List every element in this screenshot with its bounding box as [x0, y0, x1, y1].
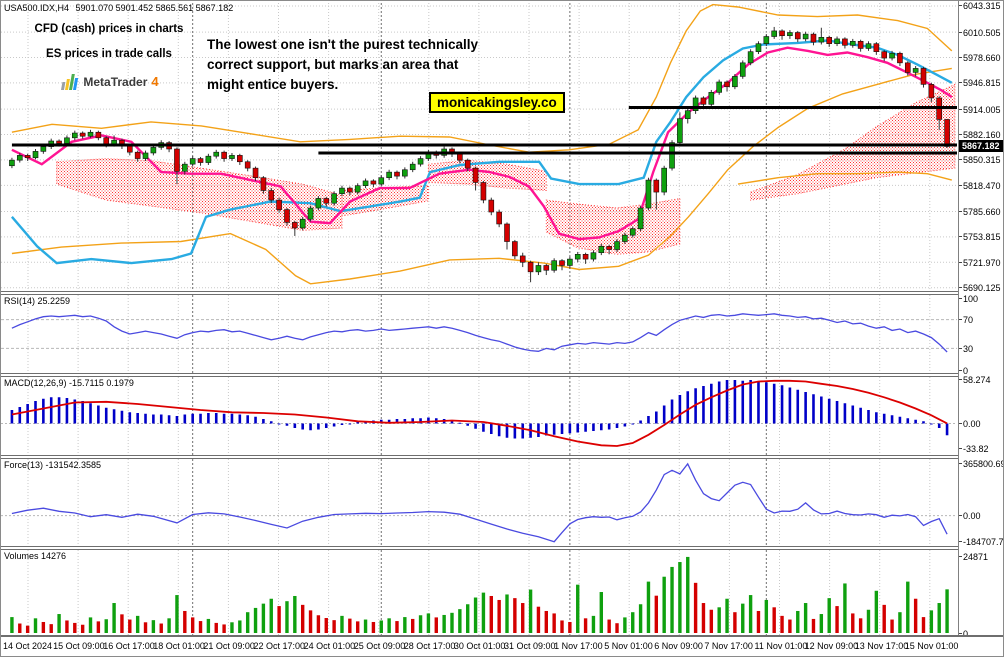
- watermark-badge: monicakingsley.co: [429, 92, 565, 113]
- axis-label: 70: [958, 315, 974, 326]
- note-text: The lowest one isn't the purest technica…: [207, 37, 479, 92]
- axis-label: 5753.815: [959, 232, 1001, 243]
- volumes-label: Volumes 14276: [4, 551, 67, 561]
- time-axis-label: 14 Oct 2024: [3, 641, 53, 651]
- axis-label: 5721.970: [959, 257, 1001, 268]
- time-axis-label: 22 Oct 17:00: [253, 641, 306, 651]
- volumes-canvas[interactable]: [1, 550, 957, 635]
- brand-number: 4: [151, 74, 159, 89]
- time-axis-label: 16 Oct 17:00: [103, 641, 155, 651]
- info-line-2: ES prices in trade calls: [46, 48, 172, 60]
- macd-canvas[interactable]: [1, 377, 957, 455]
- metatrader-brand: MetaTrader 4: [19, 73, 199, 90]
- time-axis-label: 28 Oct 17:00: [403, 641, 456, 651]
- time-axis-label: 7 Nov 17:00: [704, 641, 753, 651]
- time-axis-label: 30 Oct 01:00: [453, 641, 506, 651]
- panel-separator[interactable]: [1, 291, 958, 295]
- panel-separator[interactable]: [1, 373, 958, 377]
- rsi-label: RSI(14) 25.2259: [4, 296, 71, 306]
- rsi-panel[interactable]: RSI(14) 25.2259: [1, 295, 958, 373]
- axis-label: 58.274: [959, 375, 991, 386]
- metatrader-logo-icon: [61, 74, 79, 90]
- axis-label: 100: [958, 293, 979, 304]
- brand-text: MetaTrader: [83, 74, 148, 89]
- macd-label: MACD(12,26,9) -15.7115 0.1979: [4, 378, 134, 388]
- ohlc-values: 5901.070 5901.452 5865.561 5867.182: [75, 3, 234, 13]
- axis-label: 5850.315: [959, 155, 1001, 166]
- time-axis-label: 21 Oct 09:00: [203, 641, 255, 651]
- panel-separator[interactable]: [1, 546, 958, 550]
- time-axis[interactable]: 14 Oct 2024 15 Oct 09:00 16 Oct 17:00 18 Oc…: [1, 635, 1003, 656]
- axis-label: 0: [958, 365, 969, 376]
- time-axis-label: 6 Nov 09:00: [654, 641, 703, 651]
- info-line-1: CFD (cash) prices in charts: [34, 23, 184, 35]
- axis-label: -184707.78: [959, 537, 1003, 547]
- time-axis-label: 25 Oct 09:00: [353, 641, 406, 651]
- symbol-timeframe-label: USA500.IDX,H4: [4, 3, 70, 13]
- axis-label: 0.00: [959, 511, 981, 522]
- axis-label: 5978.660: [959, 53, 1001, 64]
- chart-title: USA500.IDX,H4 5901.070 5901.452 5865.561…: [4, 3, 233, 13]
- axis-label: 24871: [958, 552, 989, 563]
- time-axis-label: 15 Oct 09:00: [53, 641, 105, 651]
- price-axis[interactable]: 5867.182 6043.315 6010.505 5978.660 5946.81…: [958, 1, 1003, 639]
- time-axis-label: 15 Nov 01:00: [904, 641, 959, 651]
- time-axis-label: 11 Nov 01:00: [754, 641, 808, 651]
- time-axis-label: 24 Oct 01:00: [303, 641, 356, 651]
- axis-label: 5690.125: [959, 283, 1001, 294]
- axis-label: 0: [958, 628, 969, 639]
- axis-label: 0.00: [959, 419, 981, 429]
- current-price-tag: 5867.182: [959, 140, 1003, 153]
- axis-label: 5946.815: [959, 78, 1001, 89]
- axis-label: 6010.505: [959, 27, 1001, 38]
- time-axis-label: 5 Nov 01:00: [604, 641, 653, 651]
- main-chart-panel[interactable]: [1, 3, 958, 291]
- time-axis-label: 13 Nov 17:00: [854, 641, 909, 651]
- volumes-panel[interactable]: Volumes 14276: [1, 550, 958, 635]
- time-axis-label: 18 Oct 01:00: [153, 641, 205, 651]
- force-panel[interactable]: Force(13) -131542.3585: [1, 459, 958, 546]
- axis-label: 6043.315: [959, 1, 1001, 12]
- rsi-canvas[interactable]: [1, 295, 957, 373]
- time-axis-label: 12 Nov 09:00: [804, 641, 859, 651]
- force-label: Force(13) -131542.3585: [4, 460, 102, 470]
- axis-label: 5914.005: [959, 104, 1001, 115]
- axis-label: 5785.660: [959, 206, 1001, 217]
- time-axis-label: 1 Nov 17:00: [554, 641, 603, 651]
- force-canvas[interactable]: [1, 459, 957, 546]
- axis-label: 5882.160: [959, 130, 1001, 140]
- time-axis-label: 31 Oct 09:00: [504, 641, 556, 651]
- panel-separator[interactable]: [1, 455, 958, 459]
- axis-label: 30: [958, 343, 974, 354]
- macd-panel[interactable]: MACD(12,26,9) -15.7115 0.1979: [1, 377, 958, 455]
- axis-label: 365800.693: [959, 459, 1003, 469]
- axis-label: 5818.470: [959, 180, 1001, 191]
- price-chart-canvas[interactable]: [1, 3, 957, 291]
- info-box: CFD (cash) prices in charts ES prices in…: [19, 23, 199, 90]
- axis-label: -33.82: [959, 444, 989, 455]
